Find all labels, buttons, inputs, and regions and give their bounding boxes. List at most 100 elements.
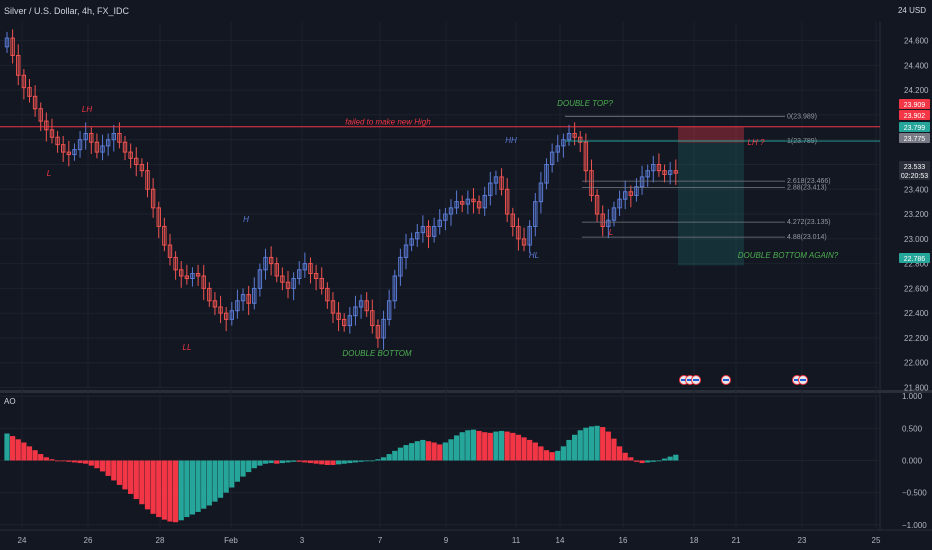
- ao-bar: [291, 460, 297, 462]
- candle-body: [623, 191, 628, 200]
- candle-body: [235, 300, 240, 312]
- candle-body: [420, 225, 426, 234]
- candle: [566, 124, 572, 146]
- ao-bar: [633, 460, 640, 462]
- candle-body: [386, 300, 392, 320]
- candle: [184, 264, 190, 285]
- candle: [606, 209, 611, 239]
- ao-bar: [71, 460, 78, 463]
- ao-bar: [229, 460, 235, 488]
- indicator-title: AO: [4, 397, 16, 406]
- ao-bar: [246, 460, 252, 473]
- candle: [448, 199, 454, 226]
- candle-body: [634, 186, 639, 196]
- candle-body: [27, 87, 32, 97]
- candle: [651, 155, 656, 183]
- candle-body: [476, 201, 482, 209]
- chart-annotation: L: [609, 228, 613, 237]
- candle-body: [516, 225, 521, 240]
- symbol-header[interactable]: Silver / U.S. Dollar, 4h, FX_IDC: [0, 0, 884, 22]
- candle-body: [606, 219, 611, 227]
- ao-bar: [212, 460, 218, 502]
- ao-bar: [116, 460, 123, 485]
- candle: [330, 292, 336, 324]
- ao-bar: [189, 460, 196, 515]
- ao-bar: [139, 460, 145, 505]
- candle-body: [628, 191, 634, 196]
- ao-bar: [144, 460, 151, 510]
- candle: [173, 251, 178, 280]
- candle-body: [639, 176, 645, 188]
- candle: [623, 180, 628, 210]
- candle-body: [415, 232, 420, 240]
- ao-bar: [645, 460, 651, 463]
- ao-bar: [628, 457, 634, 461]
- ao-bar: [622, 452, 628, 461]
- ao-bar: [583, 427, 589, 461]
- candle-body: [280, 275, 285, 283]
- candles: [4, 29, 678, 350]
- candle: [291, 272, 296, 301]
- ao-bar: [527, 439, 533, 461]
- ao-bar: [577, 430, 583, 461]
- candle-body: [10, 37, 15, 56]
- candle-body: [49, 129, 55, 138]
- candle-body: [398, 256, 403, 277]
- x-tick-label: 23: [798, 536, 807, 545]
- y-tick-label: 22.000: [904, 359, 929, 368]
- candle: [392, 269, 397, 309]
- candle: [527, 220, 532, 254]
- ao-bar: [262, 460, 269, 464]
- candle-body: [656, 163, 662, 172]
- ao-bar: [560, 446, 566, 461]
- candle-body: [21, 74, 27, 89]
- ao-bar: [380, 457, 387, 461]
- candle: [218, 295, 223, 324]
- ao-bar: [656, 460, 662, 462]
- ao-bar: [532, 442, 538, 461]
- ao-bar: [588, 426, 595, 461]
- candle: [504, 178, 510, 223]
- ao-bar: [392, 450, 398, 461]
- candle: [246, 285, 251, 316]
- candle: [471, 188, 476, 214]
- price-badge-label: 23.902: [904, 113, 926, 120]
- candle-body: [342, 318, 347, 327]
- ao-bar: [431, 442, 437, 461]
- candle-body: [409, 238, 414, 246]
- candle-body: [611, 207, 617, 221]
- candle-body: [493, 176, 499, 184]
- x-tick-label: 14: [556, 536, 565, 545]
- chart-annotation: LH: [82, 105, 92, 114]
- ao-bar: [521, 437, 527, 461]
- candle: [578, 131, 583, 153]
- ao-bar: [99, 460, 106, 472]
- candle: [561, 133, 566, 158]
- candle: [77, 131, 83, 158]
- fib-level-label: 0(23.989): [787, 113, 817, 120]
- x-tick-label: 18: [690, 536, 699, 545]
- chart-annotation: failed to make new High: [345, 118, 431, 127]
- candle: [240, 288, 246, 311]
- candle-body: [105, 139, 111, 147]
- price-badge-label: 23.533: [904, 164, 926, 171]
- candle-body: [538, 182, 544, 203]
- candle-body: [139, 163, 145, 172]
- candle-body: [212, 300, 218, 308]
- candle-body: [566, 133, 572, 141]
- ao-bar: [111, 460, 117, 481]
- x-tick-label: 3: [300, 536, 305, 545]
- currency-label[interactable]: 24 USD: [897, 6, 926, 15]
- price-badge: [899, 122, 930, 132]
- candle: [313, 264, 319, 291]
- candle-body: [358, 300, 364, 308]
- price-badge-label: 23.799: [904, 125, 926, 132]
- ao-bar: [600, 427, 606, 461]
- candle-body: [313, 273, 319, 279]
- candle: [145, 162, 150, 198]
- ao-bar: [611, 438, 617, 461]
- candle-body: [55, 136, 60, 146]
- candle: [460, 195, 465, 213]
- candle: [10, 29, 15, 64]
